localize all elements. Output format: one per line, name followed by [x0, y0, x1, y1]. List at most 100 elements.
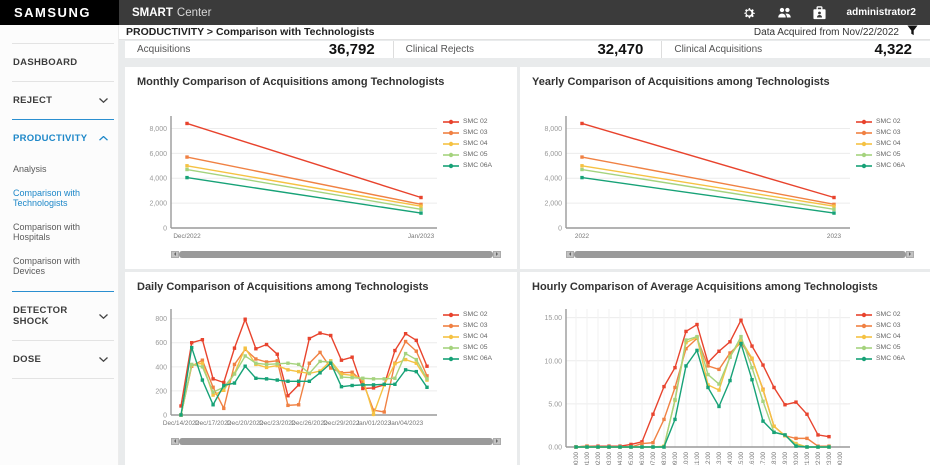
- svg-text:00:00: 00:00: [573, 451, 580, 465]
- legend-marker-icon: [856, 356, 872, 361]
- legend-item[interactable]: SMC 04: [856, 333, 918, 340]
- legend-label: SMC 03: [876, 129, 901, 136]
- sidebar-divider: [12, 340, 114, 341]
- legend-item[interactable]: SMC 02: [856, 118, 918, 125]
- chart-card-daily: Daily Comparison of Acquisitions among T…: [125, 272, 517, 465]
- svg-text:200: 200: [155, 388, 167, 395]
- stat-label: Clinical Rejects: [405, 44, 475, 55]
- chart-scrollbar[interactable]: [171, 250, 501, 258]
- legend-item[interactable]: SMC 06A: [856, 355, 918, 362]
- legend-marker-icon: [856, 334, 872, 339]
- legend-label: SMC 02: [876, 311, 901, 318]
- svg-text:5.00: 5.00: [548, 401, 562, 408]
- sidebar-item-reject[interactable]: REJECT: [0, 82, 118, 119]
- legend-marker-icon: [443, 323, 459, 328]
- legend-item[interactable]: SMC 06A: [443, 162, 505, 169]
- briefcase-icon[interactable]: [812, 5, 827, 20]
- chart-canvas: 0 2,000 4,000 6,000 8,000 2022 2023: [544, 116, 850, 240]
- svg-text:0: 0: [163, 226, 167, 233]
- legend-item[interactable]: SMC 02: [856, 311, 918, 318]
- legend-marker-icon: [856, 152, 872, 157]
- scroll-right-button[interactable]: [493, 437, 501, 445]
- svg-text:Dec/2022: Dec/2022: [173, 233, 201, 240]
- funnel-icon[interactable]: [907, 25, 918, 39]
- sidebar-item-productivity[interactable]: PRODUCTIVITY: [0, 120, 118, 157]
- scrollbar-thumb[interactable]: [574, 250, 906, 258]
- svg-text:12:00: 12:00: [705, 451, 712, 465]
- scrollbar-thumb[interactable]: [179, 250, 493, 258]
- settings-icon[interactable]: [742, 5, 757, 20]
- legend-item[interactable]: SMC 06A: [443, 355, 505, 362]
- stats-bar: Acquisitions 36,792 Clinical Rejects 32,…: [125, 41, 930, 58]
- svg-text:600: 600: [155, 340, 167, 347]
- legend-item[interactable]: SMC 03: [856, 129, 918, 136]
- sidebar-item-dose[interactable]: DOSE: [0, 341, 118, 378]
- legend-item[interactable]: SMC 05: [443, 151, 505, 158]
- chart-legend: SMC 02 SMC 03 SMC 04 SMC 05 SMC 06A: [443, 303, 505, 434]
- chart-scrollbar[interactable]: [171, 437, 501, 445]
- legend-marker-icon: [443, 152, 459, 157]
- legend-item[interactable]: SMC 03: [856, 322, 918, 329]
- scroll-left-button[interactable]: [171, 437, 179, 445]
- legend-item[interactable]: SMC 06A: [856, 162, 918, 169]
- svg-text:0: 0: [558, 226, 562, 233]
- svg-text:11:00: 11:00: [694, 451, 701, 465]
- svg-text:05:00: 05:00: [628, 451, 635, 465]
- svg-text:15.00: 15.00: [544, 315, 562, 322]
- users-icon[interactable]: [777, 5, 792, 20]
- scrollbar-thumb[interactable]: [179, 437, 493, 445]
- sidebar-divider: [12, 378, 114, 379]
- sidebar-divider: [12, 81, 114, 82]
- svg-text:8,000: 8,000: [149, 126, 167, 133]
- chart-card-yearly: Yearly Comparison of Acquisitions among …: [520, 67, 930, 269]
- scroll-right-button[interactable]: [906, 250, 914, 258]
- sidebar-item-comparison-with-devices[interactable]: Comparison with Devices: [0, 249, 118, 283]
- scroll-left-button[interactable]: [171, 250, 179, 258]
- legend-item[interactable]: SMC 05: [856, 151, 918, 158]
- scroll-left-button[interactable]: [566, 250, 574, 258]
- sidebar-item-dashboard[interactable]: DASHBOARD: [0, 44, 118, 81]
- stat-value: 4,322: [874, 41, 913, 58]
- legend-label: SMC 05: [876, 344, 901, 351]
- chart-title: Yearly Comparison of Acquisitions among …: [532, 76, 830, 88]
- sidebar-item-comparison-with-hospitals[interactable]: Comparison with Hospitals: [0, 215, 118, 249]
- sidebar: DASHBOARD REJECT PRODUCTIVITY Analysis C…: [0, 25, 119, 465]
- legend-label: SMC 06A: [463, 355, 493, 362]
- sidebar-subitem-label: Comparison with Technologists: [13, 188, 81, 208]
- svg-text:2023: 2023: [827, 233, 842, 240]
- legend-item[interactable]: SMC 04: [443, 140, 505, 147]
- chart-legend: SMC 02 SMC 03 SMC 04 SMC 05 SMC 06A: [443, 110, 505, 247]
- legend-marker-icon: [443, 356, 459, 361]
- chart-scrollbar[interactable]: [566, 250, 914, 258]
- legend-item[interactable]: SMC 03: [443, 322, 505, 329]
- sidebar-subitem-label: Comparison with Devices: [13, 256, 81, 276]
- main-content: PRODUCTIVITY > Comparison with Technolog…: [119, 25, 930, 465]
- legend-marker-icon: [856, 130, 872, 135]
- legend-label: SMC 03: [463, 129, 488, 136]
- svg-text:08:00: 08:00: [661, 451, 668, 465]
- legend-item[interactable]: SMC 05: [856, 344, 918, 351]
- svg-text:10.00: 10.00: [544, 358, 562, 365]
- svg-text:01:00: 01:00: [584, 451, 591, 465]
- chart-card-hourly: Hourly Comparison of Average Acquisition…: [520, 272, 930, 465]
- logged-in-user[interactable]: administrator2: [846, 7, 916, 18]
- legend-item[interactable]: SMC 02: [443, 311, 505, 318]
- sidebar-item-comparison-with-technologists[interactable]: Comparison with Technologists: [0, 181, 118, 215]
- legend-marker-icon: [443, 163, 459, 168]
- sidebar-item-detector-shock[interactable]: DETECTOR SHOCK: [0, 292, 118, 340]
- scroll-right-button[interactable]: [493, 250, 501, 258]
- legend-item[interactable]: SMC 03: [443, 129, 505, 136]
- chart-canvas: 0.00 5.00 10.00 15.00 00:00 01:00 02:00 03:00 04…: [544, 309, 850, 465]
- legend-item[interactable]: SMC 02: [443, 118, 505, 125]
- chart-card-monthly: Monthly Comparison of Acquisitions among…: [125, 67, 517, 269]
- stat-label: Acquisitions: [137, 44, 191, 55]
- legend-item[interactable]: SMC 04: [856, 140, 918, 147]
- legend-label: SMC 04: [876, 333, 901, 340]
- legend-marker-icon: [856, 323, 872, 328]
- sidebar-item-analysis[interactable]: Analysis: [0, 157, 118, 181]
- legend-label: SMC 05: [876, 151, 901, 158]
- legend-item[interactable]: SMC 05: [443, 344, 505, 351]
- svg-text:07:00: 07:00: [650, 451, 657, 465]
- chart-plot-area: 0.00 5.00 10.00 15.00 00:00 01:00 02:00 03:00 04…: [532, 303, 856, 465]
- legend-item[interactable]: SMC 04: [443, 333, 505, 340]
